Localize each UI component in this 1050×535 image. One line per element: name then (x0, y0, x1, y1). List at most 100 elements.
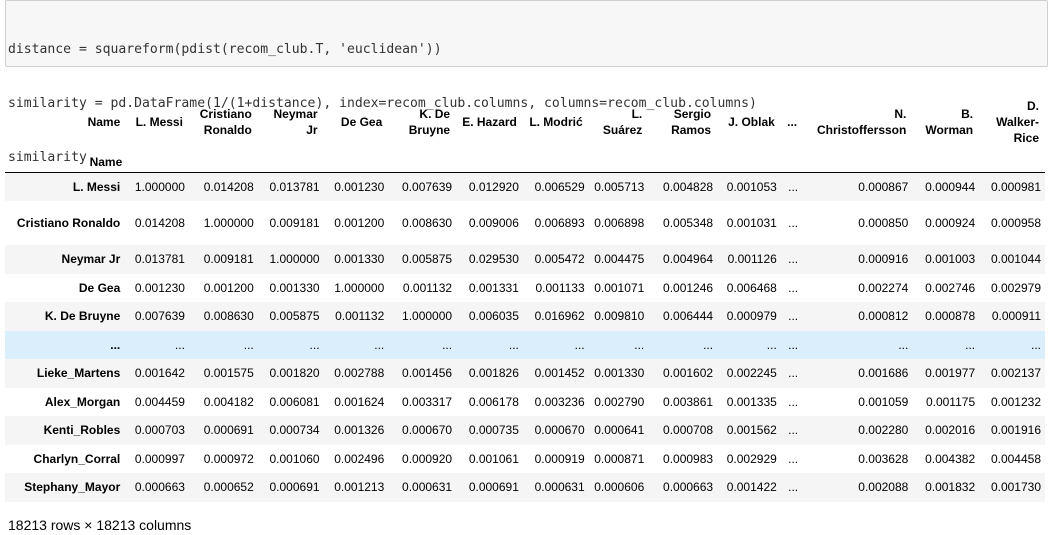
table-cell: 0.014208 (134, 216, 185, 230)
table-cell-ellipsis: ... (898, 337, 909, 352)
index-header-spacer (258, 152, 324, 173)
table-row[interactable]: Kenti_Robles 0.000703 0.000691 0.000734 0.00… (5, 416, 1045, 445)
table-cell: 0.001031 (726, 216, 777, 230)
table-cell: 0.000735 (468, 423, 519, 438)
table-cell-ellipsis: ... (788, 337, 799, 352)
table-cell: 0.013781 (134, 252, 185, 267)
table-cell: 0.000911 (991, 309, 1041, 324)
row-index-label: K. De Bruyne (44, 309, 121, 324)
table-cell: 0.005472 (534, 252, 585, 267)
table-row[interactable]: L. Messi 1.000000 0.014208 0.013781 0.001230… (5, 172, 1045, 201)
table-row[interactable]: Neymar Jr 0.013781 0.009181 1.000000 0.00133… (5, 245, 1045, 274)
table-cell: 0.006178 (468, 394, 519, 409)
index-header-spacer (781, 152, 806, 173)
table-cell: 0.001132 (402, 280, 453, 295)
table-cell: 0.005713 (594, 180, 645, 194)
table-cell-ellipsis: ... (442, 337, 453, 352)
table-cell: 0.001132 (335, 309, 385, 324)
columns-name-label: Name (87, 115, 121, 129)
table-cell: 0.000916 (858, 252, 909, 267)
table-cell: 0.000691 (269, 480, 320, 495)
table-cell-ellipsis: ... (788, 180, 799, 194)
index-header-spacer (523, 152, 589, 173)
table-cell-ellipsis: ... (788, 216, 799, 230)
table-cell: 0.009810 (594, 309, 645, 324)
table-cell: 0.000850 (858, 216, 909, 230)
table-cell: 1.000000 (269, 252, 320, 267)
table-cell: 0.002245 (726, 366, 777, 381)
table-cell: 0.001061 (468, 451, 519, 466)
table-cell: 0.012920 (468, 180, 519, 194)
table-row[interactable]: K. De Bruyne 0.007639 0.008630 0.005875 0.00… (5, 302, 1045, 331)
table-row-ellipsis[interactable]: ........................................… (5, 330, 1045, 359)
table-cell: 0.000691 (468, 480, 519, 495)
table-cell: 0.000652 (203, 480, 254, 495)
row-index-label: Lieke_Martens (36, 366, 121, 381)
table-cell: 0.001602 (663, 366, 714, 381)
column-header: N. Christoffersson (816, 107, 907, 137)
table-cell-ellipsis: ... (965, 337, 976, 352)
table-cell: 0.000944 (925, 180, 976, 194)
table-cell-ellipsis: ... (309, 337, 320, 352)
table-cell: 0.000920 (402, 451, 453, 466)
index-name-row: Name (5, 152, 1045, 173)
table-cell-ellipsis: ... (766, 337, 777, 352)
table-cell: 0.001820 (269, 366, 320, 381)
table-cell: 0.002746 (925, 280, 976, 295)
table-cell: 0.001232 (990, 394, 1041, 409)
row-index-label: De Gea (78, 280, 121, 295)
table-row[interactable]: De Gea 0.001230 0.001200 0.001330 1.000000 0.… (5, 274, 1045, 303)
table-cell: 0.007639 (134, 309, 185, 324)
code-cell[interactable]: distance = squareform(pdist(recom_club.T… (5, 0, 1048, 165)
table-cell: 0.000983 (663, 451, 714, 466)
table-cell: 0.001826 (468, 366, 519, 381)
table-cell: 0.000703 (134, 423, 185, 438)
column-header: L. Modrić (529, 115, 583, 129)
table-cell: 0.000606 (594, 480, 645, 495)
table-cell: 0.006468 (726, 280, 777, 295)
table-cell: 1.000000 (203, 216, 254, 230)
code-line-3: similarity (8, 150, 87, 165)
table-cell: 0.004828 (663, 180, 714, 194)
table-cell: 0.003628 (858, 451, 909, 466)
code-line-1: distance = squareform(pdist(recom_club.T… (8, 42, 442, 57)
table-cell: 0.001575 (203, 366, 254, 381)
table-cell: 0.006444 (663, 309, 714, 324)
table-cell: 0.000972 (203, 451, 254, 466)
column-header: De Gea (340, 115, 383, 129)
table-cell: 0.001246 (663, 280, 714, 295)
index-header-spacer (717, 152, 781, 173)
table-row[interactable]: Cristiano Ronaldo 0.014208 1.000000 0.00918… (5, 201, 1045, 245)
table-cell: 0.002790 (594, 394, 645, 409)
table-cell: 0.000871 (594, 451, 645, 466)
index-header-spacer (589, 152, 649, 173)
table-body: L. Messi 1.000000 0.014208 0.013781 0.001230… (5, 172, 1045, 502)
table-row[interactable]: Stephany_Mayor 0.000663 0.000652 0.000691 0.… (5, 473, 1045, 502)
table-cell: 0.000878 (925, 309, 976, 324)
column-header: J. Oblak (728, 115, 775, 129)
table-cell: 0.004182 (203, 394, 254, 409)
table-cell-ellipsis: ... (574, 337, 585, 352)
index-header-spacer (456, 152, 523, 173)
table-cell: 0.001200 (203, 280, 254, 295)
table-cell: 0.000958 (990, 216, 1041, 230)
table-cell: 0.001330 (269, 280, 320, 295)
table-cell: 0.001059 (858, 394, 909, 409)
row-index-label: ... (110, 337, 121, 352)
row-index-label: Alex_Morgan (44, 394, 121, 409)
column-header: Neymar Jr (273, 107, 318, 137)
table-cell-ellipsis: ... (788, 423, 799, 438)
table-cell: 0.001044 (990, 252, 1041, 267)
column-header: B. Worman (925, 107, 974, 137)
table-cell-ellipsis: ... (243, 337, 254, 352)
table-cell: 0.001230 (334, 180, 385, 194)
table-cell: 0.001200 (334, 216, 385, 230)
table-row[interactable]: Lieke_Martens 0.001642 0.001575 0.001820 0.0… (5, 359, 1045, 388)
table-cell-ellipsis: ... (788, 366, 799, 381)
table-row[interactable]: Charlyn_Corral 0.000997 0.000972 0.001060 0.… (5, 445, 1045, 474)
table-cell: 0.001060 (269, 451, 320, 466)
column-header-row: Name L. Messi Cristiano Ronaldo Neymar Jr De… (5, 92, 1045, 152)
table-cell: 0.013781 (269, 180, 320, 194)
table-cell: 0.004382 (925, 451, 976, 466)
table-row[interactable]: Alex_Morgan 0.004459 0.004182 0.006081 0.001… (5, 388, 1045, 417)
